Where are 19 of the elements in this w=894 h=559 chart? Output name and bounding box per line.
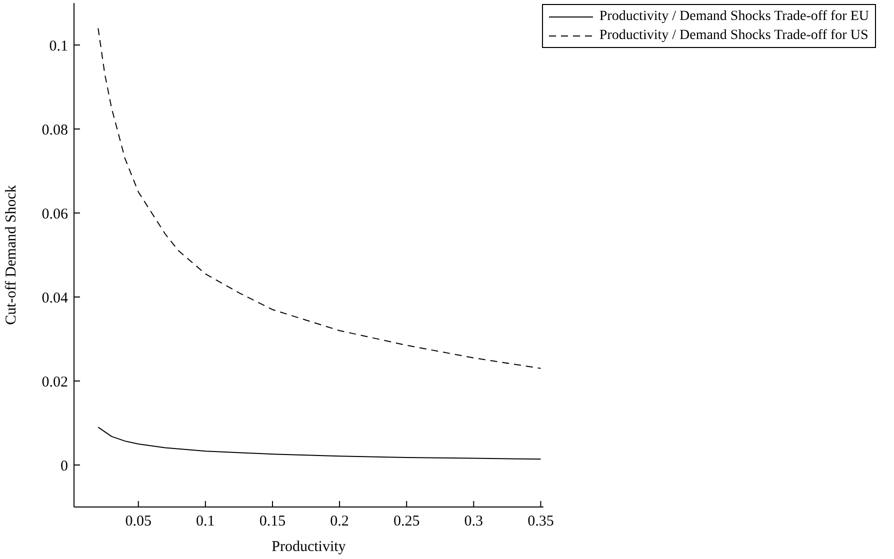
x-tick-label: 0.2 <box>330 514 349 530</box>
x-tick-label: 0.35 <box>528 514 554 530</box>
x-tick-label: 0.15 <box>259 514 286 530</box>
y-tick-label: 0.04 <box>42 290 68 306</box>
x-tick-label: 0.25 <box>393 514 420 530</box>
x-axis-title: Productivity <box>272 539 346 555</box>
x-tick-label: 0.1 <box>196 514 215 530</box>
y-tick-label: 0.06 <box>42 206 68 222</box>
line-series <box>98 28 542 369</box>
y-tick-label: 0.1 <box>49 38 68 54</box>
legend-label: Productivity / Demand Shocks Trade-off for EU <box>599 8 869 26</box>
y-tick-label: 0.08 <box>42 122 68 138</box>
legend-label: Productivity / Demand Shocks Trade-off for US <box>599 27 868 45</box>
line-series <box>98 426 542 460</box>
y-tick-label: 0.02 <box>42 374 68 390</box>
y-tick-label: 0 <box>60 458 68 474</box>
y-axis-title: Cut-off Demand Shock <box>3 184 20 325</box>
x-tick-label: 0.3 <box>464 514 484 530</box>
x-tick-label: 0.05 <box>125 514 152 530</box>
